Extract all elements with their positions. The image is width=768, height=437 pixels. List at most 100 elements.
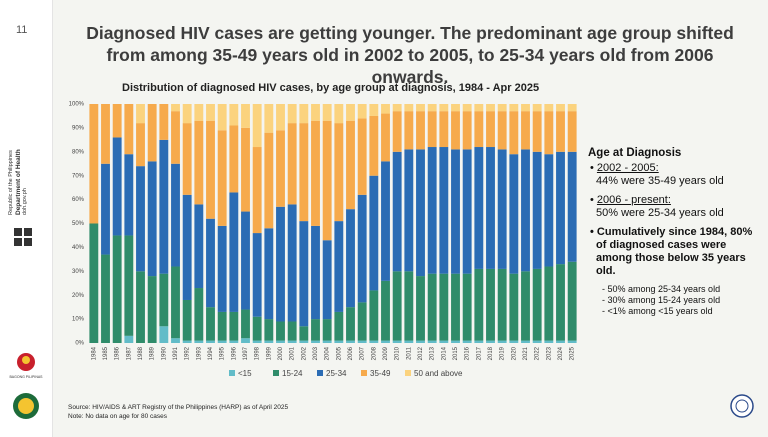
bar-segment: [497, 104, 507, 112]
bar-segment: [381, 104, 390, 114]
x-tick-label: 1995: [220, 346, 226, 360]
x-tick-label: 2015: [453, 346, 459, 360]
legend-swatch: [317, 370, 323, 376]
bar-segment: [252, 147, 262, 234]
bar-segment: [264, 104, 274, 133]
bar-segment: [451, 340, 460, 343]
y-tick-label: 50%: [72, 221, 85, 227]
bar-segment: [462, 340, 472, 343]
bar-segment: [311, 340, 320, 343]
bar-segment: [124, 335, 134, 343]
bar-segment: [474, 340, 484, 343]
y-tick-label: 80%: [72, 149, 85, 155]
bar-segment: [451, 149, 460, 274]
x-tick-label: 1987: [126, 346, 132, 360]
x-tick-label: 2021: [523, 346, 529, 360]
x-tick-label: 2000: [278, 346, 284, 360]
bar-segment: [101, 163, 110, 255]
bar-segment: [206, 120, 215, 219]
bar-segment: [404, 111, 414, 150]
bar-segment: [159, 326, 169, 343]
bar-segment: [486, 104, 495, 112]
bar-segment: [124, 154, 134, 236]
bar-segment: [381, 161, 390, 281]
bar-segment: [101, 104, 110, 164]
x-tick-label: 1998: [255, 346, 261, 360]
bar-segment: [346, 209, 355, 308]
bar-segment: [112, 137, 122, 236]
bar-segment: [567, 111, 577, 152]
bar-segment: [509, 273, 519, 341]
finding-text: 44% were 35-49 years old: [596, 175, 724, 187]
corner-logo: [730, 394, 754, 418]
bar-segment: [334, 340, 344, 343]
bar-segment: [241, 338, 250, 343]
bar-segment: [439, 111, 449, 148]
bar-segment: [171, 266, 180, 339]
page-number: 11: [16, 24, 28, 36]
bar-segment: [392, 151, 402, 272]
x-tick-label: 2023: [546, 346, 552, 360]
bar-segment: [556, 104, 565, 112]
logo-caption: BAGONG PILIPINAS: [9, 375, 43, 379]
x-tick-label: 1993: [196, 346, 202, 360]
logos: BAGONG PILIPINAS: [9, 228, 43, 419]
legend-label: 35-49: [370, 369, 391, 378]
bar-segment: [276, 104, 285, 131]
x-tick-label: 2017: [476, 346, 482, 360]
bar-segment: [532, 340, 542, 343]
y-tick-label: 90%: [72, 125, 85, 131]
finding-text: 50% were 25-34 years old: [596, 207, 724, 219]
bar-segment: [357, 104, 367, 119]
bar-segment: [147, 161, 157, 277]
bar-segment: [451, 111, 460, 150]
bar-segment: [194, 340, 204, 343]
x-tick-label: 2019: [500, 346, 506, 360]
bar-segment: [416, 149, 425, 277]
bar-segment: [217, 311, 227, 341]
bar-segment: [112, 104, 122, 138]
bar-segment: [311, 120, 320, 226]
bar-segment: [509, 111, 519, 155]
bar-segment: [252, 104, 262, 148]
bar-segment: [171, 338, 180, 343]
bar-segment: [567, 151, 577, 262]
legend-swatch: [273, 370, 279, 376]
bar-segment: [276, 340, 285, 343]
bar-segment: [229, 192, 239, 312]
bar-segment: [194, 204, 204, 289]
bar-segment: [194, 288, 204, 341]
bar-segment: [404, 149, 414, 272]
bar-segment: [404, 271, 414, 341]
x-tick-label: 2024: [558, 346, 564, 360]
bar-segment: [276, 206, 285, 322]
bar-segment: [264, 319, 274, 341]
bar-segment: [311, 104, 320, 121]
bar-segment: [532, 268, 542, 341]
bar-segment: [89, 104, 99, 224]
detail-text: <1% among <15 years old: [607, 306, 713, 316]
x-tick-label: 2022: [535, 346, 541, 360]
bar-segment: [322, 120, 332, 241]
bar-segment: [287, 204, 297, 322]
bar-segment: [112, 235, 122, 343]
finding: • 2006 - present: 50% were 25-34 years ol…: [590, 194, 724, 219]
bar-segment: [229, 340, 239, 343]
bar-segment: [486, 340, 495, 343]
bar-segment: [497, 111, 507, 150]
bar-segment: [392, 271, 402, 341]
bar-segment: [346, 340, 355, 343]
x-tick-label: 2003: [313, 346, 319, 360]
bar-segment: [229, 104, 239, 126]
bar-segment: [241, 309, 250, 339]
detail-text: 50% among 25-34 years old: [607, 284, 721, 294]
x-tick-label: 1992: [185, 346, 191, 360]
bar-segment: [182, 299, 192, 341]
bar-segment: [287, 321, 297, 341]
finding: • 2002 - 2005: 44% were 35-49 years old: [590, 162, 724, 187]
x-tick-label: 1985: [103, 346, 109, 360]
bar-segment: [299, 221, 309, 327]
bar-segment: [544, 104, 554, 112]
legend-label: 15-24: [282, 369, 303, 378]
x-tick-label: 2011: [406, 346, 412, 360]
